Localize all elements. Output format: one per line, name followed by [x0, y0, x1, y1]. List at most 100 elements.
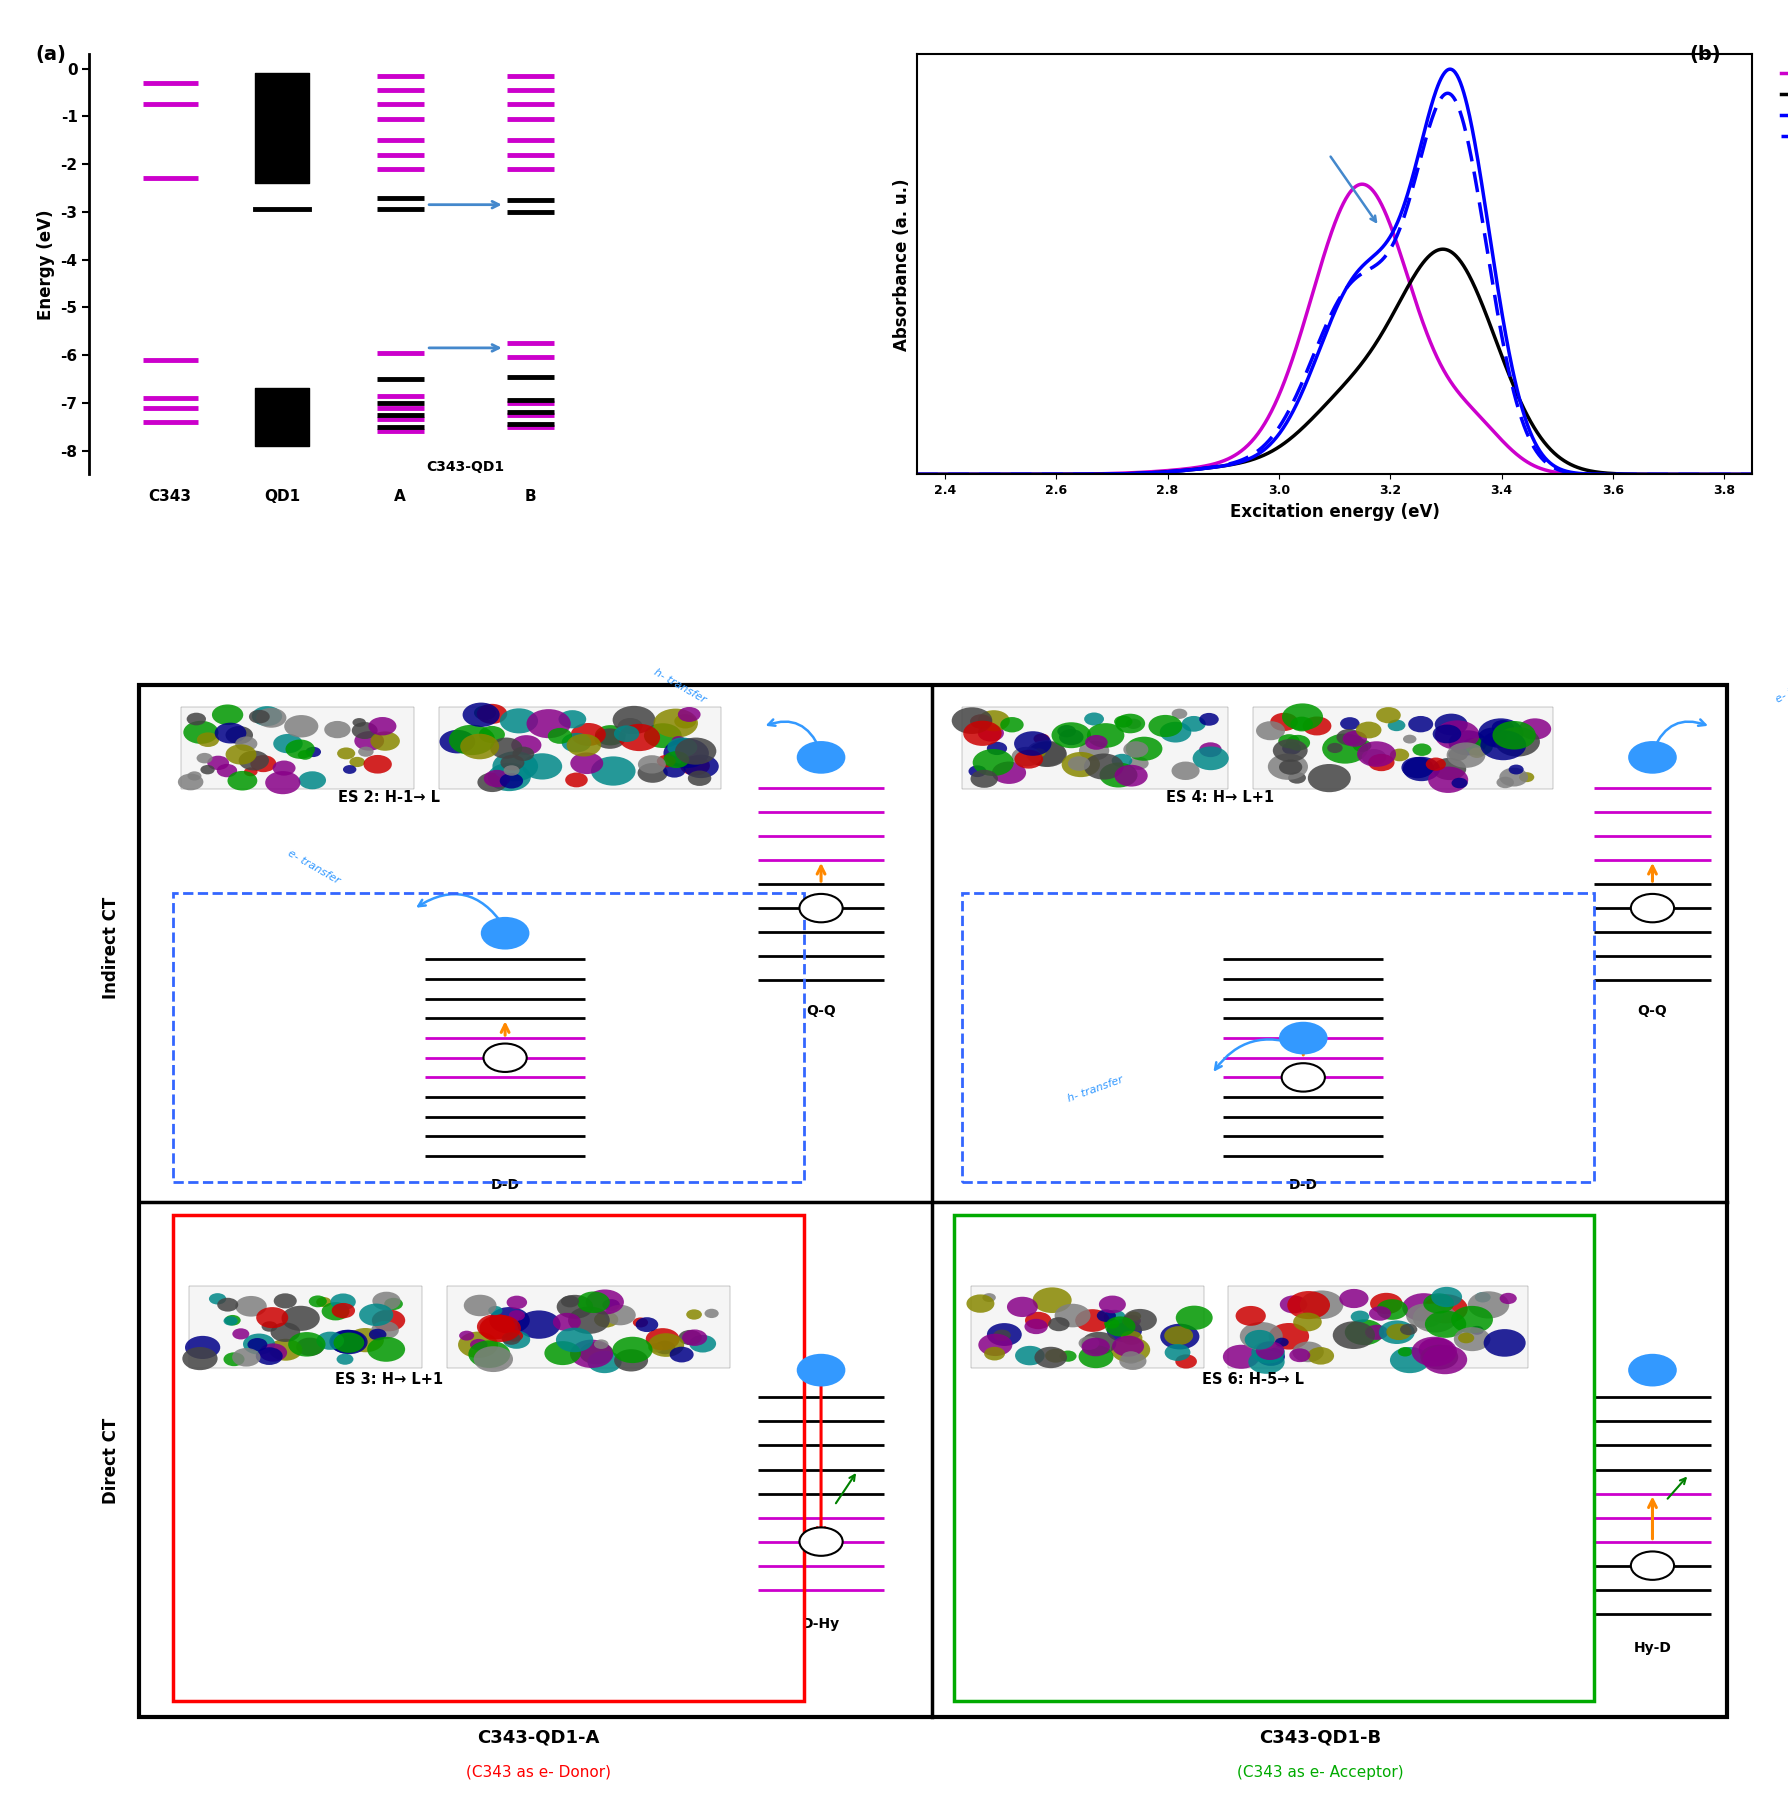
Circle shape	[704, 1309, 719, 1318]
Circle shape	[1405, 1303, 1443, 1329]
Circle shape	[1255, 1341, 1284, 1359]
Circle shape	[270, 1323, 300, 1341]
Circle shape	[663, 738, 708, 767]
Circle shape	[1379, 1321, 1414, 1345]
Circle shape	[506, 1296, 527, 1309]
Circle shape	[232, 1348, 261, 1367]
Circle shape	[1289, 1348, 1311, 1363]
Circle shape	[338, 748, 356, 760]
Circle shape	[256, 1307, 288, 1329]
Text: B: B	[526, 489, 536, 503]
Circle shape	[458, 1332, 499, 1358]
Circle shape	[1631, 1551, 1674, 1580]
Circle shape	[1446, 742, 1486, 767]
Circle shape	[227, 771, 257, 791]
Circle shape	[316, 1298, 331, 1307]
Circle shape	[797, 742, 844, 773]
Circle shape	[483, 1044, 527, 1072]
Circle shape	[663, 762, 685, 778]
Circle shape	[1491, 720, 1514, 735]
Circle shape	[1100, 1296, 1126, 1314]
Circle shape	[1223, 1345, 1259, 1368]
Circle shape	[1402, 757, 1434, 778]
Circle shape	[1193, 746, 1228, 771]
Circle shape	[1269, 1323, 1309, 1350]
Circle shape	[1350, 1310, 1370, 1323]
Text: (b): (b)	[1690, 45, 1722, 63]
Circle shape	[1200, 713, 1219, 726]
Circle shape	[579, 1341, 613, 1365]
Circle shape	[1121, 1352, 1141, 1363]
Circle shape	[578, 1292, 610, 1312]
Circle shape	[1480, 729, 1527, 760]
Circle shape	[1448, 748, 1468, 760]
Circle shape	[679, 1330, 703, 1345]
Circle shape	[216, 764, 238, 776]
Text: Direct CT: Direct CT	[102, 1417, 120, 1504]
Circle shape	[200, 766, 215, 775]
Circle shape	[331, 1294, 356, 1310]
Circle shape	[1291, 717, 1312, 731]
Circle shape	[1055, 1303, 1091, 1327]
Y-axis label: Energy (eV): Energy (eV)	[38, 210, 55, 320]
Circle shape	[1028, 742, 1067, 767]
Circle shape	[522, 753, 561, 780]
Circle shape	[1007, 1296, 1037, 1318]
Circle shape	[797, 1356, 844, 1385]
Circle shape	[372, 1321, 399, 1339]
Circle shape	[460, 1330, 474, 1341]
Circle shape	[299, 771, 325, 789]
Circle shape	[971, 769, 998, 787]
Circle shape	[556, 1294, 594, 1319]
Circle shape	[594, 1312, 619, 1327]
Circle shape	[1062, 751, 1100, 776]
Circle shape	[1475, 1292, 1491, 1303]
Circle shape	[468, 1341, 510, 1368]
Text: D-D: D-D	[490, 1178, 520, 1191]
Circle shape	[274, 733, 302, 753]
Circle shape	[1387, 720, 1405, 731]
X-axis label: Excitation energy (eV): Excitation energy (eV)	[1230, 503, 1439, 521]
Circle shape	[1495, 728, 1539, 757]
Circle shape	[1103, 1310, 1126, 1325]
Circle shape	[1413, 744, 1432, 757]
Circle shape	[678, 708, 701, 722]
Circle shape	[567, 733, 601, 757]
Circle shape	[331, 1330, 368, 1354]
Circle shape	[232, 1329, 249, 1339]
Circle shape	[1048, 1318, 1069, 1330]
Circle shape	[184, 1336, 220, 1359]
Circle shape	[1321, 733, 1368, 764]
Circle shape	[1413, 1303, 1457, 1332]
Circle shape	[1287, 1291, 1330, 1319]
Circle shape	[570, 753, 603, 775]
Circle shape	[1239, 1321, 1282, 1350]
Circle shape	[1114, 715, 1132, 728]
Circle shape	[1423, 1294, 1468, 1323]
Circle shape	[672, 737, 685, 746]
Circle shape	[1631, 894, 1674, 923]
Circle shape	[1500, 767, 1529, 787]
Circle shape	[1182, 717, 1205, 731]
Circle shape	[1014, 731, 1051, 757]
Circle shape	[1425, 1310, 1466, 1338]
Circle shape	[182, 1347, 218, 1370]
Circle shape	[207, 757, 229, 769]
Circle shape	[1160, 722, 1191, 742]
Circle shape	[1078, 740, 1109, 760]
Circle shape	[1377, 708, 1400, 724]
Circle shape	[259, 1343, 288, 1361]
Circle shape	[1336, 729, 1362, 746]
Circle shape	[613, 1338, 653, 1363]
Bar	[190, 1287, 422, 1368]
Circle shape	[502, 1332, 520, 1345]
Circle shape	[256, 708, 286, 728]
Circle shape	[1448, 729, 1488, 755]
Circle shape	[1287, 771, 1305, 784]
Text: ES 4: H→ L+1: ES 4: H→ L+1	[1166, 791, 1275, 805]
Circle shape	[983, 1347, 1005, 1361]
Text: C343-QD1-B: C343-QD1-B	[1259, 1729, 1380, 1747]
Circle shape	[1110, 1338, 1150, 1363]
Circle shape	[1368, 753, 1395, 771]
Circle shape	[367, 1338, 406, 1361]
